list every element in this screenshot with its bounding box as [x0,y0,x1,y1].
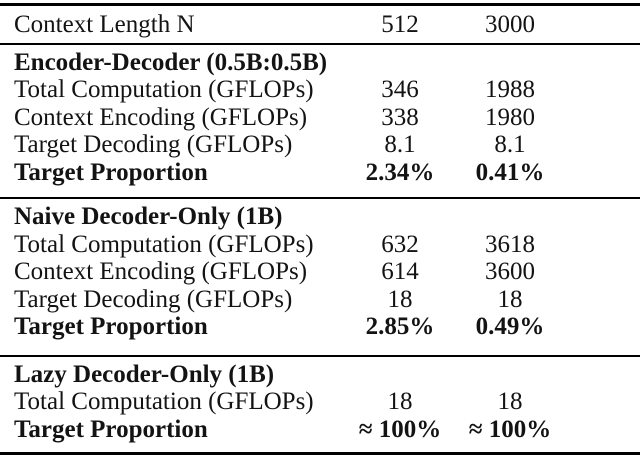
section-divider-rule [0,197,640,199]
section-title-row: Lazy Decoder-Only (1B) [0,361,640,389]
table-row-target-proportion: Target Proportion ≈ 100% ≈ 100% [0,416,640,444]
row-value-512: 18 [387,388,413,416]
row-label: Target Proportion [14,158,208,186]
table-header-row: Context Length N 512 3000 [0,6,640,43]
row-value-3000: 1980 [485,103,535,131]
table-row: Total Computation (GFLOPs) 346 1988 [0,76,640,104]
row-value-512: 2.34% [365,158,435,186]
row-value-3000: 0.49% [475,313,545,341]
header-col-512: 512 [381,10,419,38]
row-value-512: 614 [381,258,419,286]
section-naive-decoder-only: Naive Decoder-Only (1B) Total Computatio… [0,199,640,355]
section-title: Lazy Decoder-Only (1B) [14,360,275,388]
row-value-3000: 18 [497,388,523,416]
table-row-target-proportion: Target Proportion 2.34% 0.41% [0,159,640,187]
table-row: Total Computation (GFLOPs) 18 18 [0,388,640,416]
row-value-512: 18 [387,285,413,313]
row-label: Target Proportion [14,415,208,443]
row-value-512: 346 [381,76,419,104]
row-value-512: 338 [381,103,419,131]
row-value-3000: 8.1 [494,131,526,159]
header-context-length-label: Context Length N [14,10,195,38]
row-value-512: 632 [381,230,419,258]
row-label: Target Proportion [14,313,208,341]
section-title-row: Naive Decoder-Only (1B) [0,203,640,231]
header-divider-rule [0,42,640,45]
row-label: Total Computation (GFLOPs) [14,230,314,258]
section-divider-rule [0,354,640,357]
row-label: Target Decoding (GFLOPs) [14,285,293,313]
row-value-3000: 1988 [485,76,535,104]
row-value-3000: 3618 [485,230,535,258]
section-title: Naive Decoder-Only (1B) [14,203,283,231]
top-rule [0,3,640,6]
row-label: Context Encoding (GFLOPs) [14,103,308,131]
section-lazy-decoder-only: Lazy Decoder-Only (1B) Total Computation… [0,357,640,453]
section-title-row: Encoder-Decoder (0.5B:0.5B) [0,49,640,77]
row-label: Context Encoding (GFLOPs) [14,258,308,286]
table-row: Target Decoding (GFLOPs) 18 18 [0,286,640,314]
row-value-3000: 3600 [485,258,535,286]
row-value-3000: 0.41% [475,158,545,186]
row-label: Total Computation (GFLOPs) [14,388,314,416]
row-value-512: ≈ 100% [358,415,442,443]
row-label: Total Computation (GFLOPs) [14,76,314,104]
table-row: Total Computation (GFLOPs) 632 3618 [0,231,640,259]
row-value-3000: 18 [497,285,523,313]
section-title: Encoder-Decoder (0.5B:0.5B) [14,48,328,76]
row-value-512: 8.1 [384,131,416,159]
bottom-rule [0,452,640,455]
row-label: Target Decoding (GFLOPs) [14,131,293,159]
section-encoder-decoder: Encoder-Decoder (0.5B:0.5B) Total Comput… [0,45,640,198]
row-value-512: 2.85% [365,313,435,341]
table-row: Target Decoding (GFLOPs) 8.1 8.1 [0,131,640,159]
table-row-target-proportion: Target Proportion 2.85% 0.49% [0,313,640,341]
row-value-3000: ≈ 100% [468,415,552,443]
header-col-3000: 3000 [485,10,535,38]
table-row: Context Encoding (GFLOPs) 614 3600 [0,258,640,286]
table-row: Context Encoding (GFLOPs) 338 1980 [0,104,640,132]
